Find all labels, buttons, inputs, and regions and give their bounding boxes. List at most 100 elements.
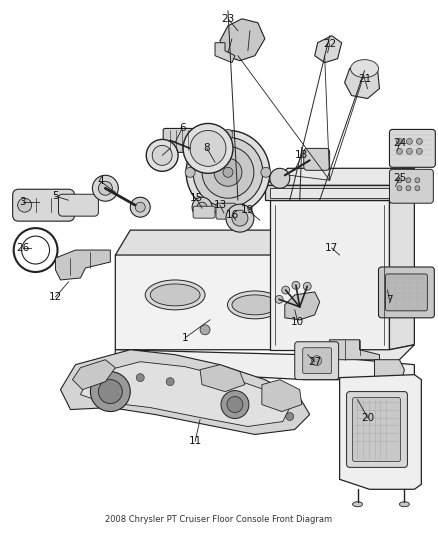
Text: 15: 15 (190, 193, 203, 203)
Circle shape (186, 131, 270, 214)
Text: 23: 23 (221, 14, 235, 24)
Text: 8: 8 (204, 143, 210, 154)
Text: 11: 11 (188, 437, 202, 447)
Circle shape (18, 198, 32, 212)
Circle shape (232, 210, 248, 226)
Circle shape (275, 295, 283, 303)
Text: 27: 27 (308, 357, 321, 367)
Polygon shape (389, 180, 414, 350)
Polygon shape (60, 350, 310, 434)
Text: 26: 26 (16, 243, 29, 253)
Circle shape (417, 148, 422, 155)
Circle shape (406, 148, 413, 155)
Circle shape (221, 391, 249, 418)
Circle shape (415, 186, 420, 191)
FancyBboxPatch shape (59, 194, 99, 216)
Text: 3: 3 (19, 197, 26, 207)
Circle shape (312, 356, 321, 366)
Polygon shape (305, 345, 414, 370)
Text: 20: 20 (361, 413, 374, 423)
Circle shape (417, 139, 422, 144)
Circle shape (136, 374, 144, 382)
FancyBboxPatch shape (13, 189, 74, 221)
Circle shape (202, 147, 254, 198)
Text: 16: 16 (225, 210, 239, 220)
Circle shape (99, 379, 122, 403)
Circle shape (397, 178, 402, 183)
Text: 18: 18 (295, 150, 308, 160)
FancyBboxPatch shape (193, 206, 215, 218)
Circle shape (282, 286, 290, 294)
Polygon shape (270, 200, 389, 350)
Circle shape (223, 130, 233, 140)
Polygon shape (115, 235, 310, 350)
Circle shape (185, 167, 195, 177)
Polygon shape (72, 360, 115, 390)
Polygon shape (330, 340, 379, 360)
Circle shape (227, 397, 243, 413)
FancyBboxPatch shape (216, 203, 236, 219)
Polygon shape (265, 168, 414, 185)
Circle shape (396, 139, 403, 144)
Circle shape (397, 186, 402, 191)
Text: 21: 21 (358, 74, 371, 84)
Polygon shape (215, 43, 235, 63)
FancyBboxPatch shape (303, 348, 332, 374)
Circle shape (166, 378, 174, 385)
Polygon shape (374, 360, 404, 390)
Circle shape (406, 178, 411, 183)
Ellipse shape (145, 280, 205, 310)
Text: 6: 6 (179, 124, 185, 133)
FancyBboxPatch shape (385, 274, 427, 311)
Circle shape (197, 202, 207, 212)
Circle shape (223, 167, 233, 177)
Text: 10: 10 (291, 317, 304, 327)
FancyBboxPatch shape (304, 148, 330, 171)
Circle shape (190, 131, 226, 166)
Polygon shape (305, 215, 325, 350)
Polygon shape (115, 350, 414, 379)
Text: 22: 22 (323, 39, 336, 49)
Polygon shape (265, 185, 392, 200)
Text: 2008 Chrysler PT Cruiser Floor Console Front Diagram: 2008 Chrysler PT Cruiser Floor Console F… (106, 515, 332, 524)
Circle shape (261, 167, 271, 177)
FancyBboxPatch shape (295, 342, 339, 379)
Polygon shape (56, 250, 110, 280)
Circle shape (152, 146, 172, 165)
Circle shape (135, 202, 145, 212)
Text: 5: 5 (52, 191, 59, 201)
Polygon shape (270, 188, 389, 198)
Text: 25: 25 (393, 173, 406, 183)
Ellipse shape (399, 502, 410, 507)
Text: 4: 4 (97, 176, 104, 186)
Circle shape (286, 413, 294, 421)
Text: 13: 13 (213, 200, 226, 210)
Polygon shape (345, 61, 379, 99)
Ellipse shape (353, 502, 363, 507)
Text: 12: 12 (49, 292, 62, 302)
Circle shape (415, 178, 420, 183)
Circle shape (146, 140, 178, 171)
Polygon shape (262, 379, 302, 411)
Circle shape (214, 158, 242, 186)
Circle shape (226, 204, 254, 232)
Circle shape (92, 175, 118, 201)
Polygon shape (339, 375, 421, 489)
FancyBboxPatch shape (163, 128, 199, 152)
Circle shape (21, 236, 49, 264)
Ellipse shape (150, 284, 200, 306)
Circle shape (292, 281, 300, 289)
Ellipse shape (232, 295, 278, 315)
Circle shape (270, 168, 290, 188)
Ellipse shape (350, 60, 378, 78)
FancyBboxPatch shape (389, 130, 435, 167)
Circle shape (303, 282, 311, 290)
Circle shape (130, 197, 150, 217)
Polygon shape (115, 230, 314, 255)
Circle shape (406, 139, 413, 144)
Circle shape (193, 138, 263, 207)
Circle shape (90, 372, 130, 411)
Text: 24: 24 (393, 139, 406, 148)
Circle shape (223, 205, 233, 215)
Polygon shape (220, 19, 265, 61)
